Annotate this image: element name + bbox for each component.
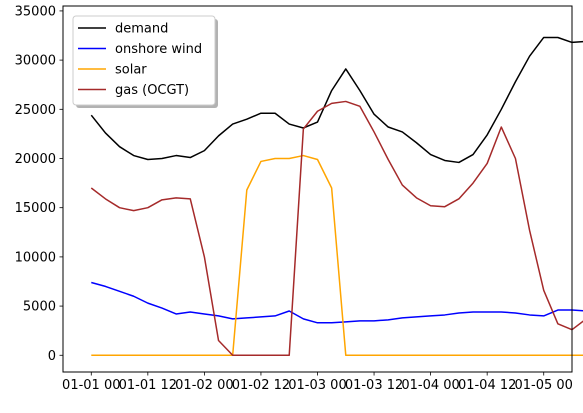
legend: demand onshore wind solar gas (OCGT) xyxy=(72,15,218,108)
y-tick-label: 25000 xyxy=(15,103,56,118)
x-tick-label: 01-05 00 xyxy=(514,378,572,393)
y-axis: 0 5000 10000 15000 20000 25000 30000 35000 xyxy=(15,4,63,364)
x-tick-label: 01-04 12 xyxy=(458,378,516,393)
series-line-3 xyxy=(90,100,583,357)
y-tick-label: 20000 xyxy=(15,152,56,167)
legend-label-0: demand xyxy=(115,22,168,37)
legend-label-2: solar xyxy=(115,63,147,78)
y-tick-label: 10000 xyxy=(15,250,56,265)
x-tick-label: 01-03 00 xyxy=(288,378,346,393)
legend-box xyxy=(72,15,216,106)
legend-label-1: onshore wind xyxy=(115,42,202,57)
y-tick-label: 0 xyxy=(48,349,56,364)
x-tick-label: 01-04 00 xyxy=(401,378,459,393)
x-tick-label: 01-01 12 xyxy=(119,378,177,393)
series-line-2 xyxy=(91,154,583,357)
y-tick-label: 15000 xyxy=(15,201,56,216)
y-tick-label: 35000 xyxy=(15,4,56,19)
x-tick-label: 01-02 12 xyxy=(232,378,290,393)
x-tick-label: 01-02 00 xyxy=(175,378,233,393)
plot-lines xyxy=(90,36,583,357)
x-tick-label: 01-01 00 xyxy=(62,378,120,393)
legend-label-3: gas (OCGT) xyxy=(115,83,189,98)
y-tick-label: 30000 xyxy=(15,54,56,69)
series-line-0 xyxy=(90,36,583,164)
y-tick-label: 5000 xyxy=(23,300,56,315)
series-line-1 xyxy=(91,281,583,324)
x-tick-label: 01-03 12 xyxy=(345,378,403,393)
